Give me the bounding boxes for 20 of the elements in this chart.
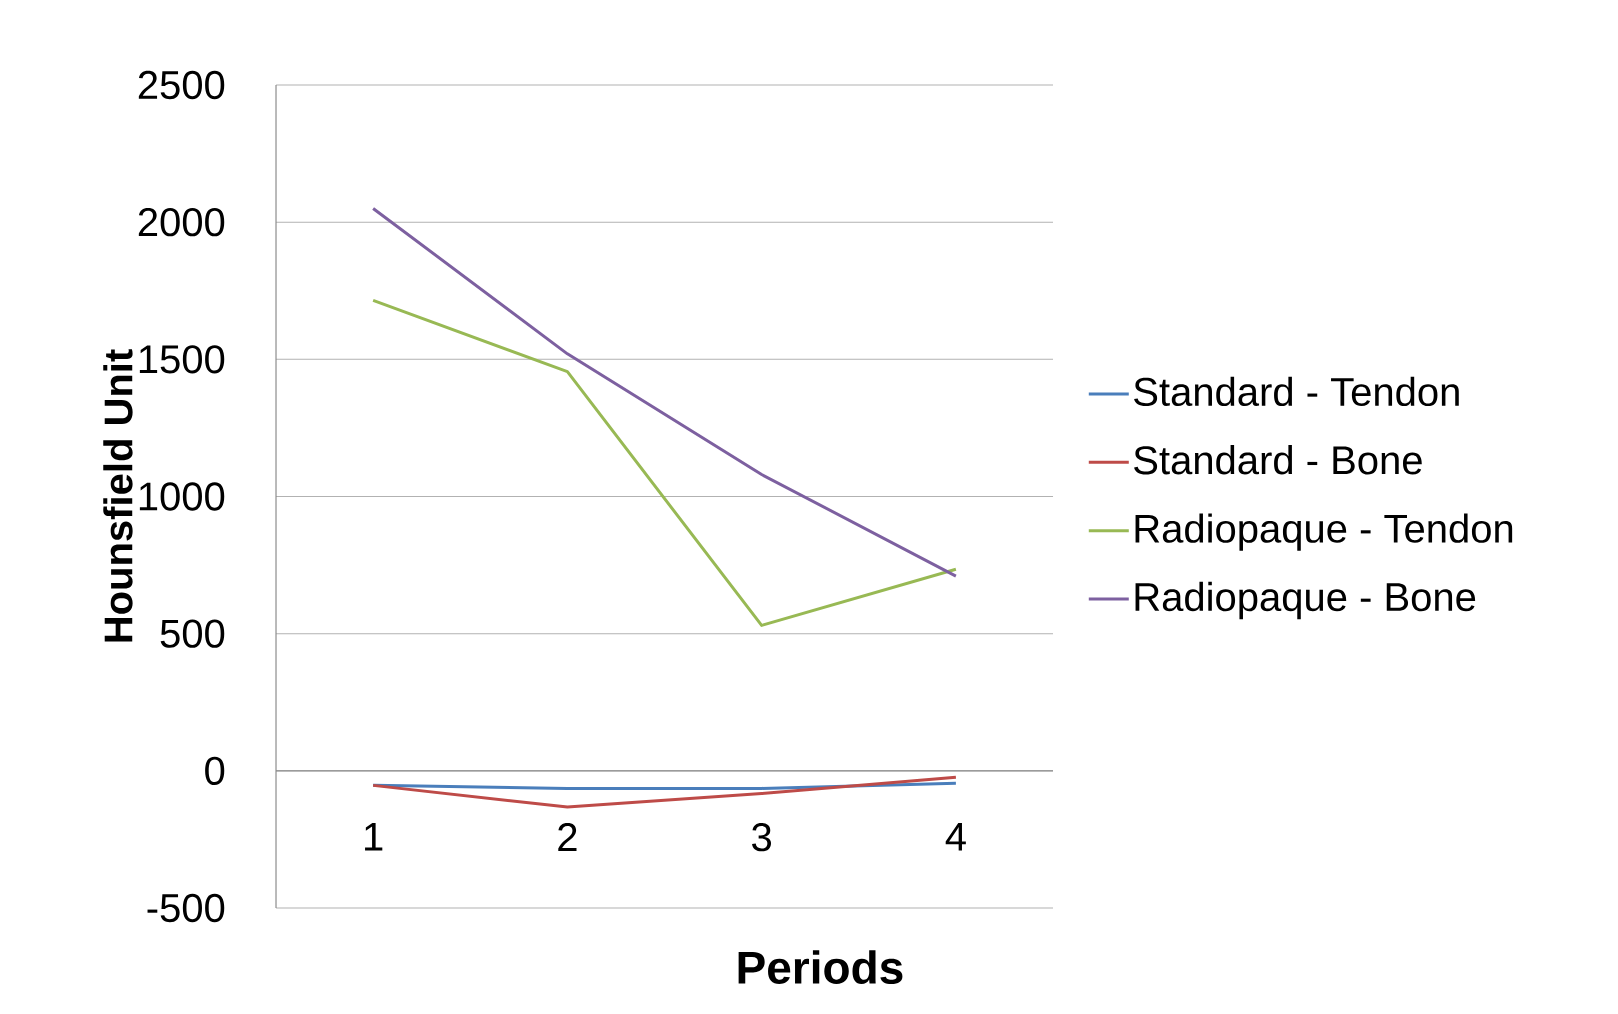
y-tick-label: 1500 xyxy=(139,345,225,374)
legend-label: Radiopaque - Tendon xyxy=(1135,513,1513,551)
x-axis-title: Periods xyxy=(738,950,903,984)
y-tick-label: 0 xyxy=(205,756,225,785)
y-tick-label: -500 xyxy=(147,893,225,923)
y-tick-label: 500 xyxy=(160,619,225,648)
y-axis-title: Hounsfield Unit xyxy=(103,349,133,642)
line-series xyxy=(371,206,958,578)
line-series xyxy=(371,298,958,627)
x-tick-label: 4 xyxy=(945,823,966,851)
y-tick-label: 2000 xyxy=(138,207,225,237)
legend-label: Standard - Bone xyxy=(1134,445,1422,475)
x-tick-label: 3 xyxy=(752,823,771,852)
x-tick-label: 1 xyxy=(365,823,383,851)
line-series xyxy=(371,775,958,809)
legend-label: Radiopaque - Bone xyxy=(1135,581,1476,620)
x-tick-label: 2 xyxy=(558,823,577,851)
y-tick-label: 2500 xyxy=(138,70,225,100)
y-tick-label: 1000 xyxy=(139,482,225,511)
legend-label: Standard - Tendon xyxy=(1134,376,1459,407)
